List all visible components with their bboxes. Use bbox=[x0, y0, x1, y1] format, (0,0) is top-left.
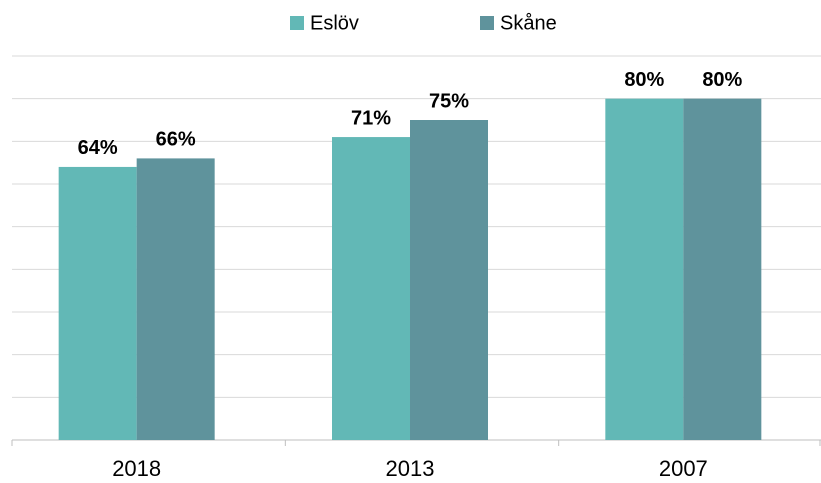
legend-label: Eslöv bbox=[310, 12, 359, 34]
x-tick-label: 2007 bbox=[659, 456, 708, 481]
data-label: 80% bbox=[702, 69, 742, 91]
legend-swatch bbox=[290, 16, 304, 30]
bar bbox=[136, 158, 215, 440]
data-label: 80% bbox=[624, 69, 664, 91]
x-tick-label: 2013 bbox=[386, 456, 435, 481]
data-label: 66% bbox=[156, 129, 196, 151]
bar bbox=[332, 137, 410, 441]
bar bbox=[605, 98, 684, 441]
bar bbox=[683, 98, 762, 441]
data-label: 71% bbox=[351, 107, 391, 129]
legend-label: Skåne bbox=[500, 12, 557, 34]
bar bbox=[410, 120, 488, 440]
data-label: 64% bbox=[78, 137, 118, 159]
legend-swatch bbox=[480, 16, 494, 30]
data-label: 75% bbox=[429, 90, 469, 112]
x-tick-label: 2018 bbox=[112, 456, 161, 481]
bar bbox=[58, 166, 137, 440]
